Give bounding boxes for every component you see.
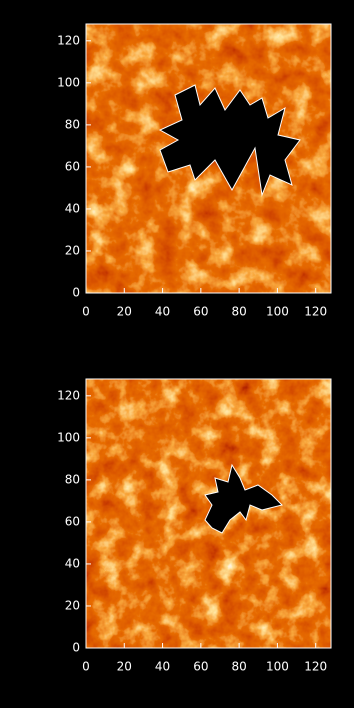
y-tick-label: 0: [72, 286, 80, 300]
x-tick-label: 0: [82, 660, 90, 674]
y-tick-label: 100: [57, 430, 80, 444]
x-tick-label: 120: [304, 660, 327, 674]
x-tick-label: 60: [193, 660, 208, 674]
y-tick-label: 40: [65, 201, 80, 215]
masked-region: [204, 463, 283, 534]
masked-region: [158, 84, 301, 197]
x-tick-label: 100: [266, 305, 289, 319]
y-tick-label: 120: [57, 388, 80, 402]
y-tick-label: 100: [57, 75, 80, 89]
y-tick-label: 60: [65, 159, 80, 173]
y-tick-label: 120: [57, 33, 80, 47]
x-tick-label: 60: [193, 305, 208, 319]
y-tick-label: 80: [65, 117, 80, 131]
x-tick-label: 0: [82, 305, 90, 319]
axes-layer: 0 20 40 60 80 100 120 0 20 40 60 80 100 120 0 20 40 60 80 1…: [57, 23, 332, 674]
x-tick-label: 40: [155, 660, 170, 674]
x-tick-label: 40: [155, 305, 170, 319]
x-tick-label: 20: [117, 660, 132, 674]
plot-frame: [85, 378, 332, 649]
y-tick-label: 0: [72, 641, 80, 655]
x-tick-label: 100: [266, 660, 289, 674]
y-tick-label: 80: [65, 472, 80, 486]
x-tick-label: 120: [304, 305, 327, 319]
x-tick-label: 80: [231, 660, 246, 674]
x-tick-label: 20: [117, 305, 132, 319]
plot-frame: [85, 23, 332, 294]
y-tick-label: 60: [65, 514, 80, 528]
y-tick-label: 20: [65, 598, 80, 612]
x-tick-label: 80: [231, 305, 246, 319]
y-tick-label: 20: [65, 243, 80, 257]
y-tick-label: 40: [65, 556, 80, 570]
